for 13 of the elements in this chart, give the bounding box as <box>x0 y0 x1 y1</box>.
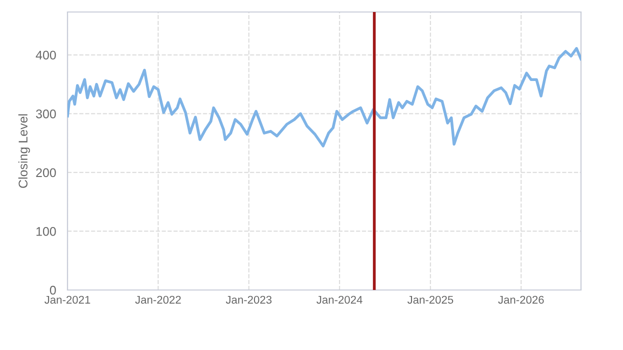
x-tick-label: Jan-2025 <box>407 296 454 304</box>
line-series <box>68 47 581 148</box>
y-tick-label: 300 <box>36 109 56 118</box>
x-tick-label: Jan-2022 <box>135 296 181 304</box>
y-tick-label: 0 <box>50 286 56 295</box>
y-tick-label: 200 <box>36 168 56 178</box>
y-tick-label: 400 <box>36 50 56 60</box>
x-tick-label: Jan-2023 <box>226 296 272 304</box>
x-tick-label: Jan-2026 <box>498 296 544 304</box>
x-tick-label: Jan-2021 <box>44 296 90 304</box>
x-tick-label: Jan-2024 <box>316 296 362 304</box>
y-axis-title: Closing Level <box>18 114 30 188</box>
y-tick-label: 100 <box>36 227 56 236</box>
